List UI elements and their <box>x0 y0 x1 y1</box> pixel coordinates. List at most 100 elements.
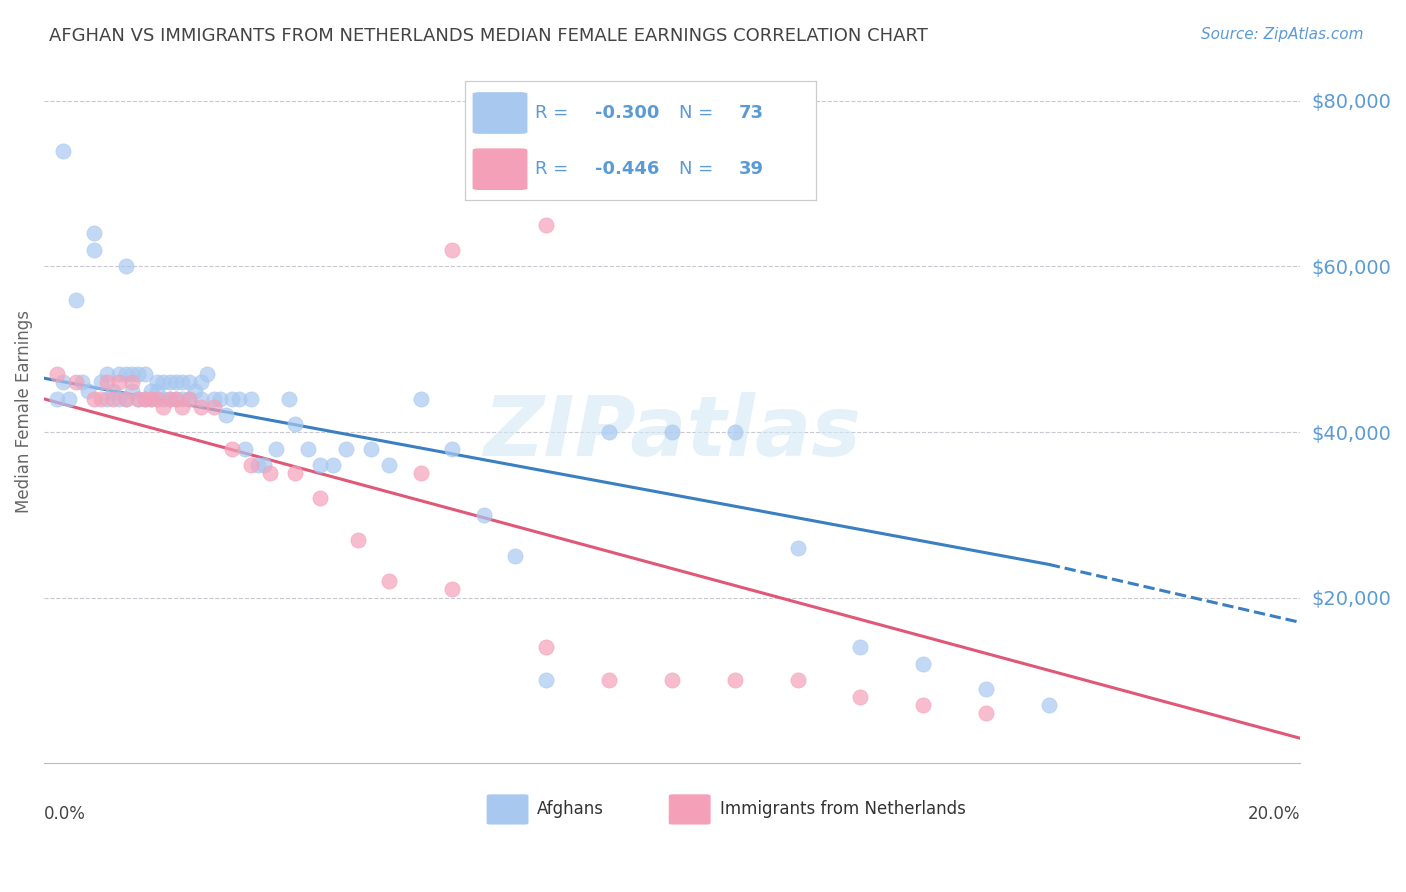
Point <box>347 533 370 547</box>
Point <box>114 367 136 381</box>
Point <box>912 698 935 712</box>
Point <box>172 400 194 414</box>
Point <box>177 392 200 406</box>
Point <box>974 706 997 721</box>
Point <box>724 425 747 439</box>
Point <box>598 673 620 688</box>
Point <box>284 417 307 431</box>
Point <box>127 392 149 406</box>
Point <box>912 657 935 671</box>
Point <box>215 409 238 423</box>
Point <box>786 541 808 555</box>
FancyBboxPatch shape <box>668 794 711 825</box>
Point <box>177 376 200 390</box>
Point <box>165 392 187 406</box>
Text: AFGHAN VS IMMIGRANTS FROM NETHERLANDS MEDIAN FEMALE EARNINGS CORRELATION CHART: AFGHAN VS IMMIGRANTS FROM NETHERLANDS ME… <box>49 27 928 45</box>
Point <box>159 392 181 406</box>
Point <box>1038 698 1060 712</box>
Point <box>114 392 136 406</box>
Text: Immigrants from Netherlands: Immigrants from Netherlands <box>720 800 966 819</box>
Point <box>598 425 620 439</box>
Point <box>121 367 143 381</box>
Point <box>278 392 301 406</box>
Point <box>108 376 131 390</box>
Point <box>849 690 872 704</box>
Point <box>221 392 243 406</box>
FancyBboxPatch shape <box>486 794 529 825</box>
Point <box>127 367 149 381</box>
Point <box>152 400 174 414</box>
Point <box>974 681 997 696</box>
Point <box>139 392 162 406</box>
Point <box>284 467 307 481</box>
Point <box>139 392 162 406</box>
Point <box>184 384 207 398</box>
Text: 20.0%: 20.0% <box>1247 805 1301 823</box>
Point <box>52 376 75 390</box>
Point <box>114 260 136 274</box>
Point <box>127 392 149 406</box>
Point <box>297 442 319 456</box>
Point <box>159 392 181 406</box>
Point <box>65 293 87 307</box>
Point <box>441 243 464 257</box>
Point <box>441 442 464 456</box>
Point <box>378 574 401 588</box>
Point <box>309 458 332 472</box>
Point <box>83 227 105 241</box>
Point <box>172 392 194 406</box>
Point <box>146 392 169 406</box>
Point <box>661 673 683 688</box>
Point <box>335 442 357 456</box>
Point <box>90 392 112 406</box>
Point <box>202 392 225 406</box>
Point <box>233 442 256 456</box>
Point <box>134 367 156 381</box>
Point <box>190 376 212 390</box>
Point <box>240 458 263 472</box>
Text: Source: ZipAtlas.com: Source: ZipAtlas.com <box>1201 27 1364 42</box>
Point <box>661 425 683 439</box>
Point <box>786 673 808 688</box>
Point <box>121 376 143 390</box>
Point <box>195 367 218 381</box>
Text: 0.0%: 0.0% <box>44 805 86 823</box>
Point <box>103 384 125 398</box>
Point <box>240 392 263 406</box>
Point <box>121 384 143 398</box>
Point <box>208 392 231 406</box>
Point <box>472 508 495 522</box>
Point <box>503 549 526 563</box>
Point <box>96 367 118 381</box>
Point <box>152 376 174 390</box>
Point <box>165 376 187 390</box>
Text: Afghans: Afghans <box>537 800 603 819</box>
Point <box>83 392 105 406</box>
Point <box>409 467 432 481</box>
Point <box>536 673 558 688</box>
Point <box>134 392 156 406</box>
Point <box>190 400 212 414</box>
Point <box>190 392 212 406</box>
Point <box>139 384 162 398</box>
Point <box>360 442 382 456</box>
Point <box>45 392 67 406</box>
Point <box>77 384 100 398</box>
Point <box>177 392 200 406</box>
Point <box>108 367 131 381</box>
Point <box>134 392 156 406</box>
Point <box>409 392 432 406</box>
Point <box>65 376 87 390</box>
Point <box>108 392 131 406</box>
Point <box>228 392 250 406</box>
Point <box>90 376 112 390</box>
Point <box>96 392 118 406</box>
Point <box>202 400 225 414</box>
Point <box>246 458 269 472</box>
Point <box>322 458 344 472</box>
Y-axis label: Median Female Earnings: Median Female Earnings <box>15 310 32 513</box>
Point <box>253 458 276 472</box>
Point <box>159 376 181 390</box>
Point <box>266 442 288 456</box>
Point <box>378 458 401 472</box>
